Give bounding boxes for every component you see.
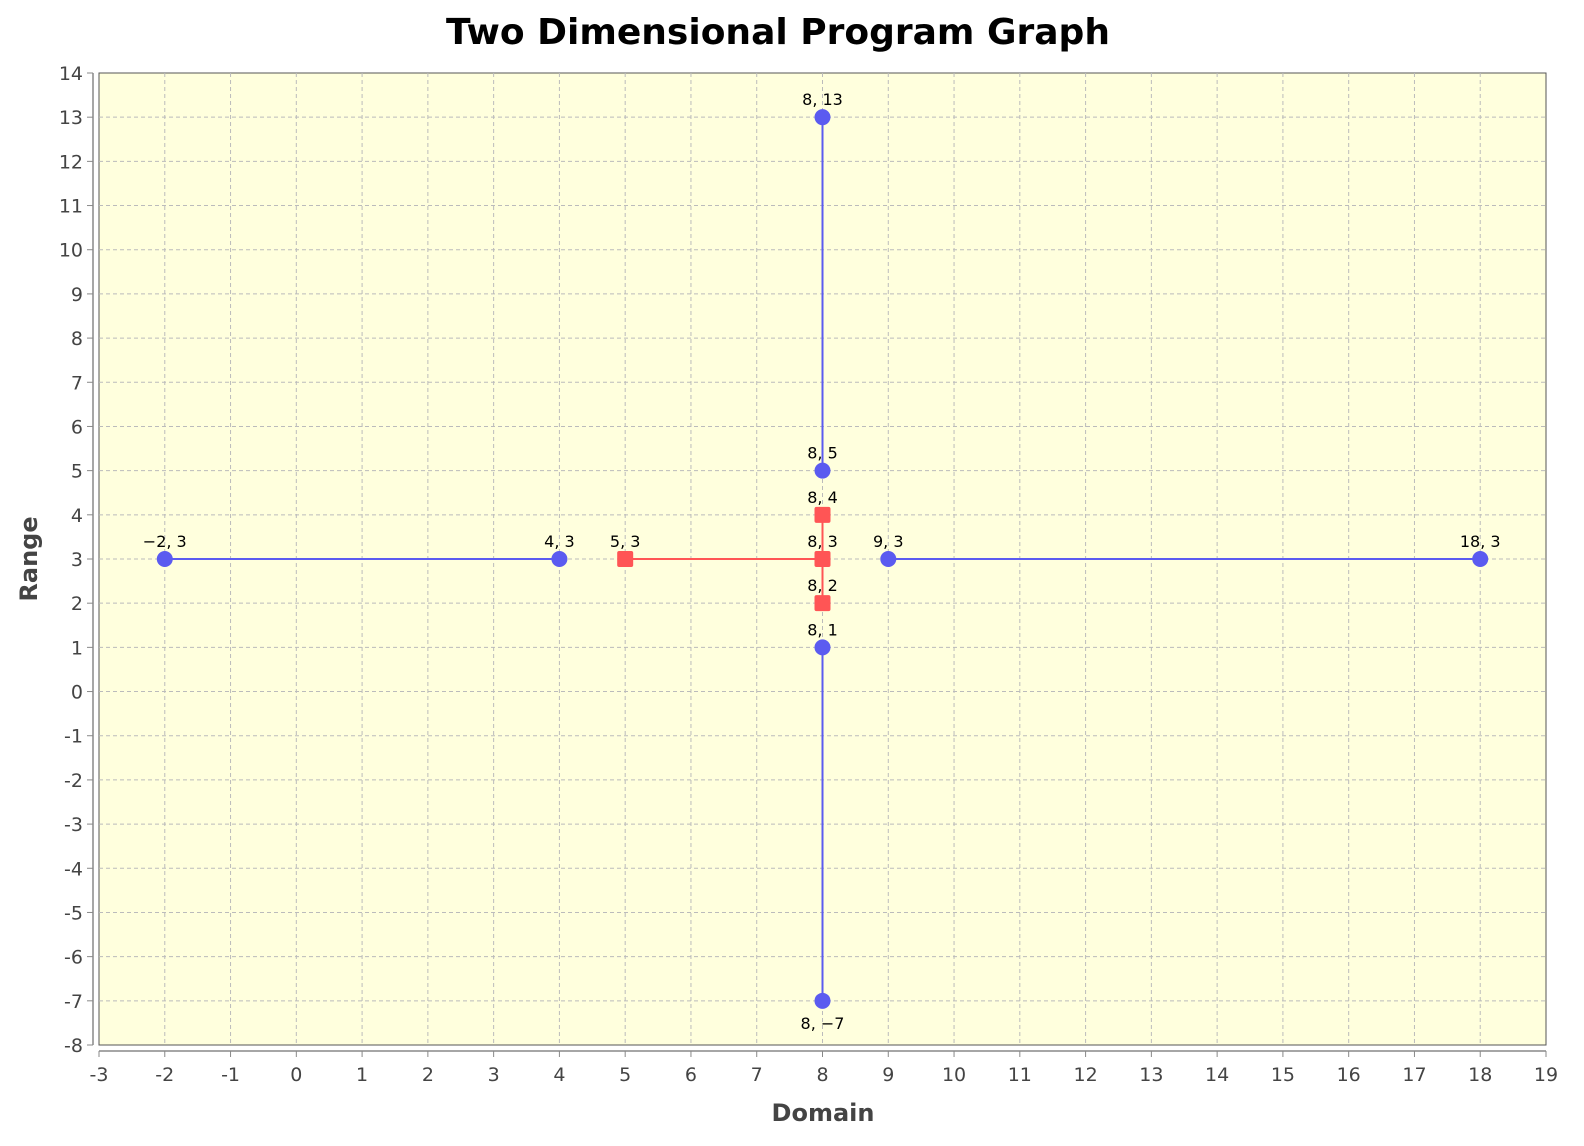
y-tick-label: 1 — [71, 637, 83, 659]
point-label: 4, 3 — [544, 532, 575, 551]
axes: -3 -2 -1 0 1 2 3 4 5 6 7 8 9 10 11 12 13 14 15 16 17 18 191413… — [59, 63, 1558, 1086]
x-tick-label: 9 — [882, 1064, 894, 1086]
point-label: 8, 13 — [802, 90, 843, 109]
x-tick-label: -2 — [155, 1064, 174, 1086]
x-tick-label: 10 — [942, 1064, 966, 1086]
x-tick-label: 2 — [422, 1064, 434, 1086]
y-tick-label: 12 — [59, 151, 83, 173]
x-tick-label: -3 — [90, 1064, 109, 1086]
x-tick-label: 3 — [488, 1064, 500, 1086]
y-tick-label: -3 — [64, 814, 83, 836]
data-points — [156, 109, 1489, 1009]
x-tick-label: 17 — [1402, 1064, 1426, 1086]
point-label: 8, 3 — [807, 532, 838, 551]
x-tick-label: 5 — [619, 1064, 631, 1086]
series-lines — [164, 117, 1481, 1001]
data-point-circle — [880, 551, 897, 567]
y-tick-label: 7 — [71, 372, 83, 394]
y-tick-label: -2 — [64, 770, 83, 792]
x-tick-label: -1 — [221, 1064, 240, 1086]
x-tick-label: 0 — [290, 1064, 302, 1086]
y-tick-label: 10 — [59, 240, 83, 262]
y-tick-label: -5 — [64, 902, 83, 924]
y-tick-label: 14 — [59, 63, 83, 85]
data-point-circle — [551, 551, 568, 567]
point-label: 8, 2 — [807, 576, 838, 595]
data-point-circle — [814, 992, 831, 1009]
y-tick-label: 11 — [59, 196, 83, 218]
x-tick-label: 19 — [1534, 1064, 1558, 1086]
y-tick-label: 6 — [71, 416, 83, 438]
y-axis-label: Range — [15, 516, 43, 601]
data-point-circle — [1472, 551, 1489, 567]
y-tick-label: -1 — [64, 726, 83, 748]
y-tick-label: 8 — [71, 328, 83, 350]
y-tick-label: 2 — [71, 593, 83, 615]
data-point-circle — [156, 551, 173, 567]
x-tick-label: 1 — [356, 1064, 368, 1086]
x-tick-label: 7 — [751, 1064, 763, 1086]
y-tick-label: 9 — [71, 284, 83, 306]
data-point-circle — [814, 462, 831, 479]
y-tick-label: 13 — [59, 107, 83, 129]
data-point-circle — [814, 639, 831, 656]
data-point-circle — [814, 109, 831, 126]
y-tick-label: -8 — [64, 1035, 83, 1057]
x-axis-label: Domain — [772, 1099, 875, 1127]
y-tick-label: -4 — [64, 858, 83, 880]
data-point-square — [814, 595, 831, 612]
x-tick-label: 6 — [685, 1064, 697, 1086]
data-point-square — [617, 551, 634, 567]
point-label: 18, 3 — [1460, 532, 1501, 551]
chart-title: Two Dimensional Program Graph — [446, 12, 1110, 53]
point-label: 8, −7 — [801, 1014, 845, 1033]
x-tick-label: 14 — [1205, 1064, 1229, 1086]
point-label: 8, 1 — [807, 620, 838, 639]
x-tick-label: 4 — [553, 1064, 565, 1086]
x-tick-label: 18 — [1468, 1064, 1492, 1086]
y-tick-label: 4 — [71, 505, 83, 527]
point-label: 5, 3 — [610, 532, 641, 551]
y-tick-label: 5 — [71, 461, 83, 483]
data-point-square — [814, 506, 831, 523]
point-label: −2, 3 — [143, 532, 187, 551]
data-point-square — [814, 551, 831, 567]
x-tick-label: 16 — [1337, 1064, 1361, 1086]
y-tick-label: 3 — [71, 549, 83, 571]
x-tick-label: 13 — [1139, 1064, 1163, 1086]
point-label: 9, 3 — [873, 532, 904, 551]
point-labels: −2, 3 4, 3 9, 3 18, 3 8, 13 8, 5 8, 1 8, −7 5, 3… — [143, 90, 1501, 1033]
x-tick-label: 8 — [816, 1064, 828, 1086]
point-label: 8, 5 — [807, 444, 838, 463]
x-tick-label: 11 — [1008, 1064, 1032, 1086]
point-label: 8, 4 — [807, 488, 838, 507]
y-tick-label: -7 — [64, 991, 83, 1013]
x-tick-label: 12 — [1073, 1064, 1097, 1086]
y-tick-label: -6 — [64, 947, 83, 969]
x-tick-label: 15 — [1271, 1064, 1295, 1086]
y-tick-label: 0 — [71, 682, 83, 704]
